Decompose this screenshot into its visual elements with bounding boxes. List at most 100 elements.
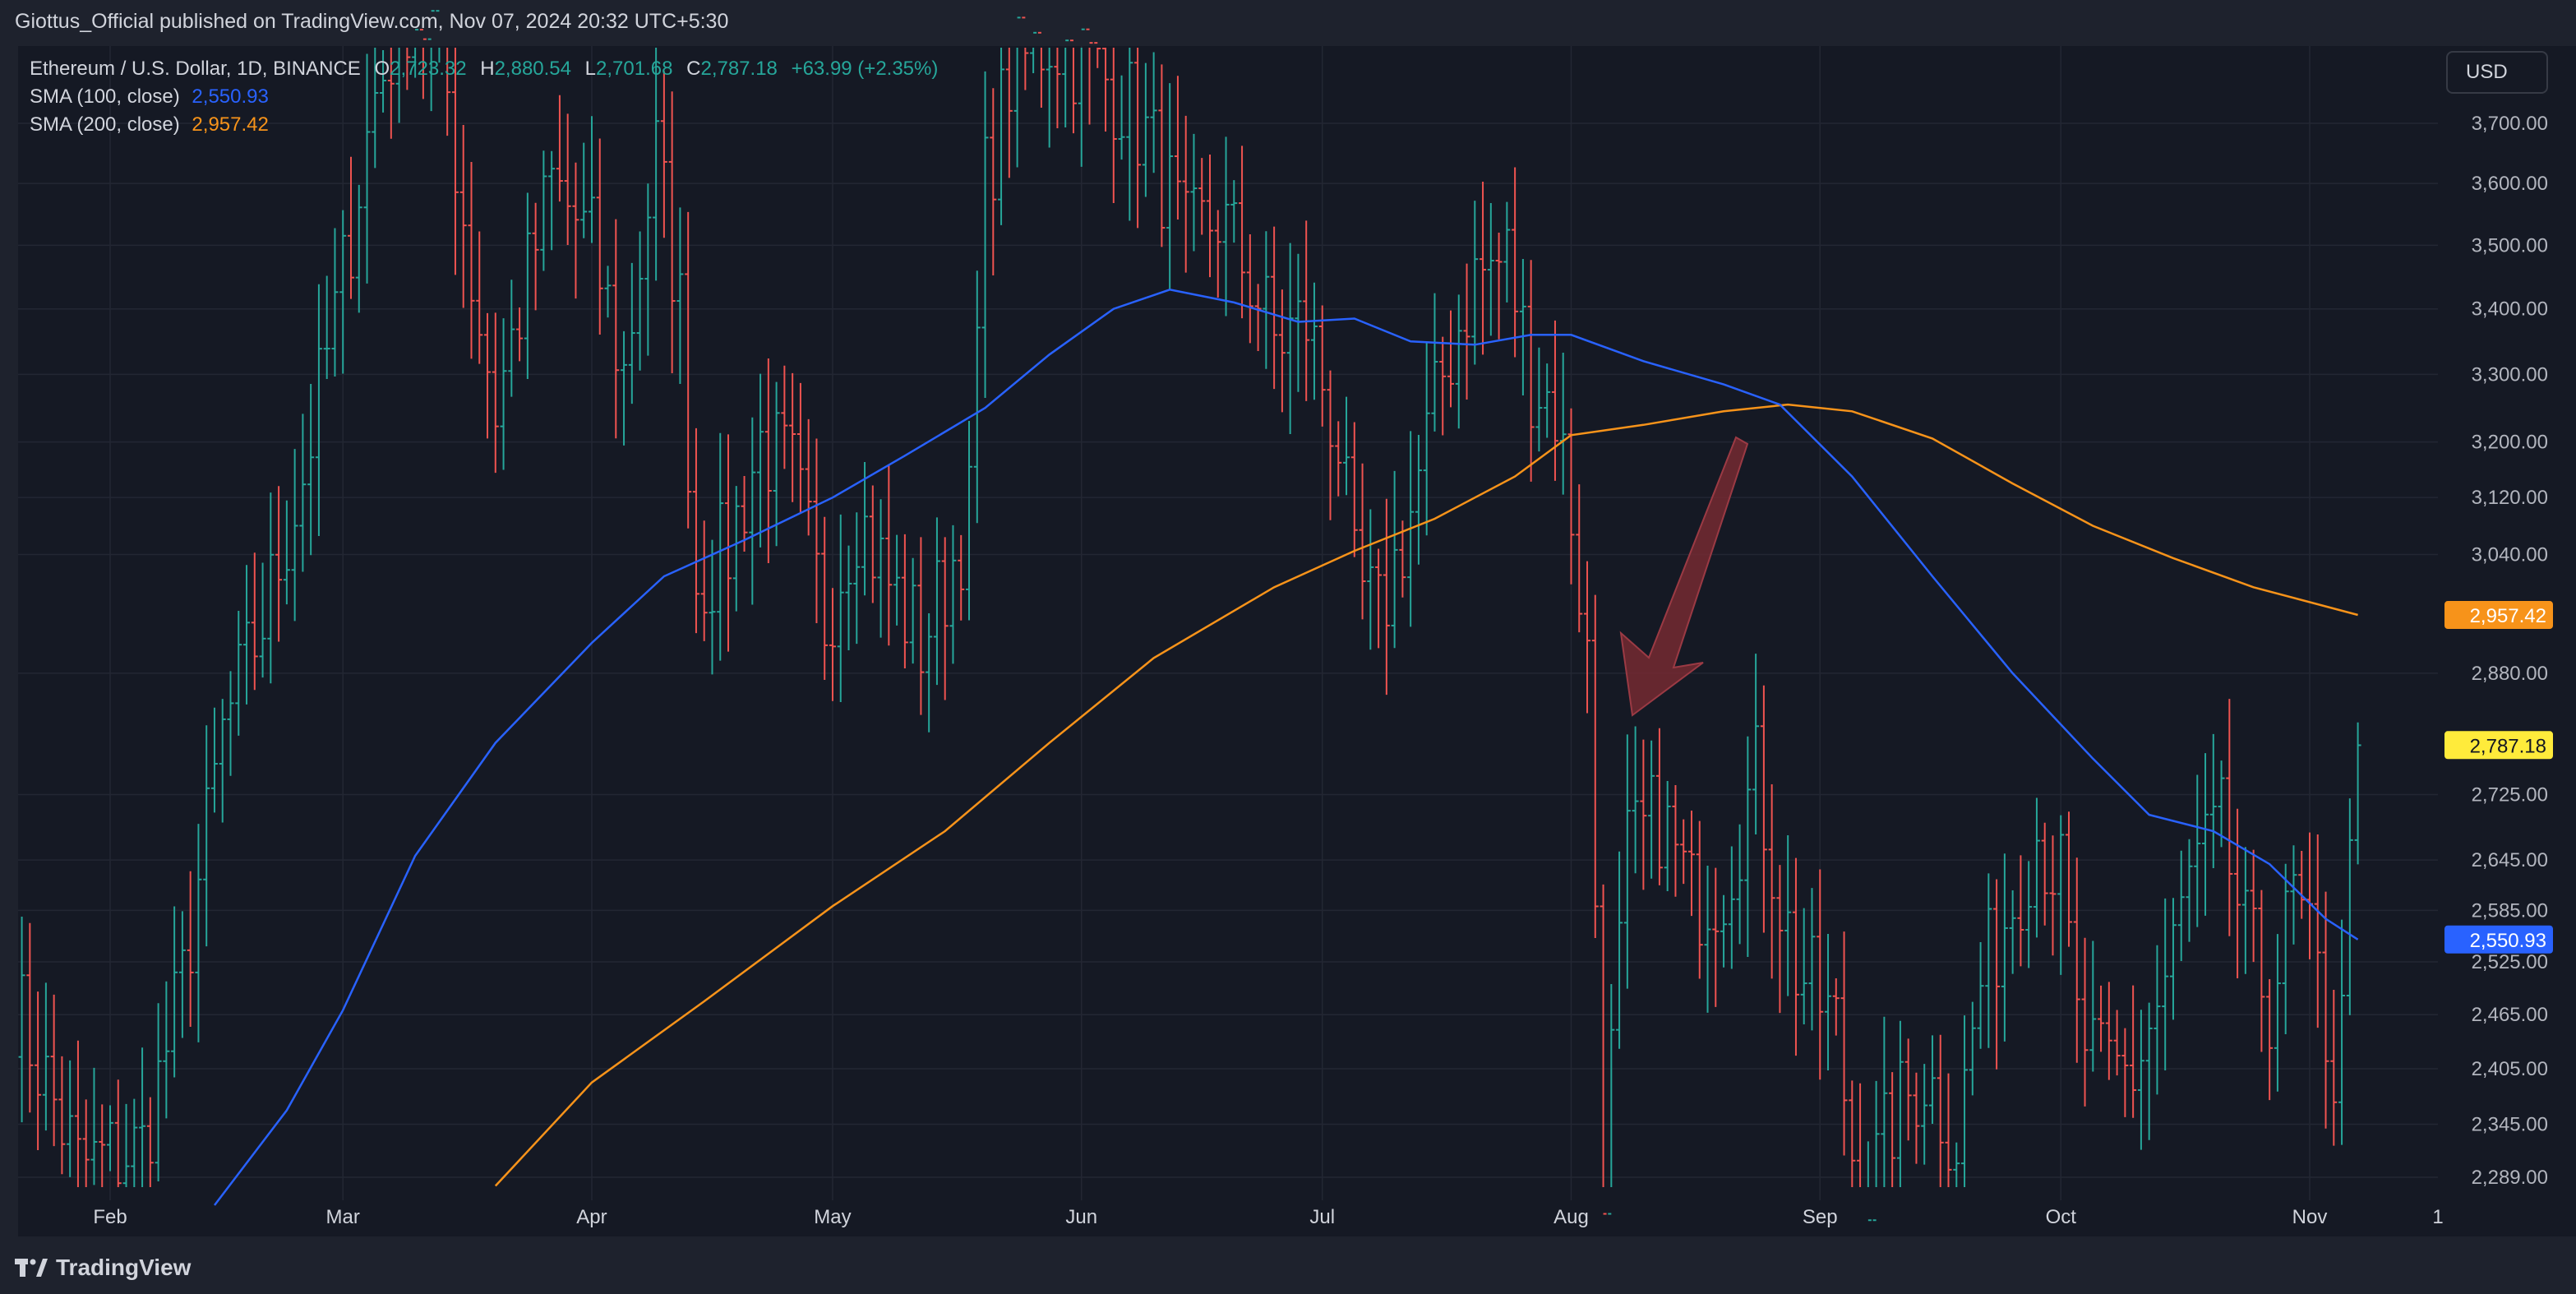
legend-low-label: L: [584, 58, 597, 80]
candle: [2322, 891, 2329, 1129]
candle: [1271, 226, 1278, 390]
candle: [1487, 203, 1494, 336]
candle: [1961, 1015, 1969, 1187]
legend-symbol[interactable]: Ethereum / U.S. Dollar, 1D, BINANCE: [30, 58, 361, 80]
tradingview-brand: TradingView: [56, 1255, 192, 1280]
candle: [18, 917, 25, 1123]
candle: [621, 330, 628, 446]
candle: [1190, 133, 1198, 252]
legend-close: 2,787.18: [700, 58, 778, 80]
candle: [1182, 115, 1189, 273]
legend-sma200-row[interactable]: SMA (200, close) 2,957.42: [30, 113, 269, 136]
y-tick-label: 3,040.00: [2472, 544, 2548, 566]
candle: [2274, 934, 2281, 1092]
y-tick-label: 3,500.00: [2472, 234, 2548, 256]
candle: [259, 562, 266, 678]
last-price-price-text: 2,787.18: [2470, 735, 2546, 757]
candle: [1720, 894, 1728, 968]
candle: [146, 1097, 154, 1187]
candle: [187, 871, 194, 1027]
candle: [660, 71, 667, 238]
candle: [990, 88, 997, 276]
y-tick-label: 3,120.00: [2472, 487, 2548, 509]
candle: [1857, 1083, 1862, 1187]
sma200-line: [494, 403, 2358, 1187]
candle: [114, 1079, 122, 1187]
candle: [1527, 260, 1535, 482]
candle: [909, 557, 916, 664]
candle: [1415, 434, 1422, 565]
candle: [877, 499, 884, 638]
candle: [1640, 739, 1647, 890]
candle: [676, 207, 684, 385]
candle: [1399, 520, 1406, 598]
candle: [2314, 834, 2321, 1028]
candle: [580, 142, 588, 238]
candle: [1672, 784, 1679, 897]
candle: [1166, 83, 1174, 289]
candle: [1993, 879, 2001, 1070]
candle: [90, 1067, 98, 1185]
y-tick-label: 3,600.00: [2472, 173, 2548, 195]
candle: [1480, 181, 1487, 355]
candle: [2209, 733, 2217, 868]
price-chart[interactable]: 2,289.00 2,345.00 2,405.00 2,465.00 2,525.00…: [0, 0, 2576, 1236]
legend-sma100-row[interactable]: SMA (100, close) 2,550.93: [30, 85, 269, 109]
candle: [692, 427, 699, 634]
y-tick-label: 2,645.00: [2472, 849, 2548, 871]
candle: [2098, 985, 2105, 1052]
candle: [1150, 52, 1157, 173]
candle: [99, 1104, 106, 1187]
candle: [2009, 890, 2016, 974]
candle: [789, 372, 796, 502]
candle: [628, 262, 635, 404]
currency-button[interactable]: USD: [2446, 51, 2548, 94]
candle: [901, 534, 908, 668]
candle: [796, 382, 804, 513]
price-axis[interactable]: [2438, 46, 2576, 1236]
candle: [1383, 498, 1390, 696]
sma100-price-tag: [2444, 925, 2553, 954]
candle: [845, 545, 852, 651]
candle: [2290, 845, 2297, 945]
candle: [1447, 310, 1454, 408]
tradingview-logo[interactable]: TradingView: [15, 1255, 191, 1281]
candle: [1350, 422, 1358, 557]
candle: [2298, 850, 2306, 919]
candle: [1503, 201, 1511, 303]
candle: [1054, 48, 1061, 129]
x-tick-label: Sep: [1803, 1206, 1838, 1228]
candle: [2241, 847, 2249, 974]
chart-pane[interactable]: [18, 46, 2438, 1236]
candle: [139, 1047, 146, 1187]
candle: [516, 307, 524, 362]
candle: [355, 184, 362, 313]
candle: [933, 517, 940, 686]
candle: [1904, 1038, 1912, 1141]
candle: [1246, 234, 1253, 344]
candle: [1439, 336, 1447, 436]
candle: [219, 699, 226, 823]
candle: [1648, 740, 1655, 879]
candle: [315, 284, 322, 537]
candle: [2186, 839, 2193, 942]
candle: [1849, 1080, 1856, 1187]
candle: [2226, 699, 2233, 936]
candle: [339, 210, 347, 374]
candle: [853, 512, 861, 645]
candle: [26, 922, 34, 1113]
candle: [1431, 293, 1438, 432]
candle: [2137, 1010, 2144, 1150]
last-price-price-tag: [2444, 731, 2553, 760]
candle: [363, 53, 371, 284]
candle: [861, 462, 869, 596]
x-tick-label: Mar: [326, 1206, 360, 1228]
legend-symbol-row: Ethereum / U.S. Dollar, 1D, BINANCE O2,7…: [30, 58, 938, 81]
candle: [572, 162, 579, 299]
candle: [1728, 846, 1735, 969]
candle: [436, 10, 441, 63]
candle: [1512, 167, 1519, 358]
candle: [1591, 594, 1599, 939]
candle: [1198, 158, 1206, 235]
candle: [2001, 853, 2008, 1042]
